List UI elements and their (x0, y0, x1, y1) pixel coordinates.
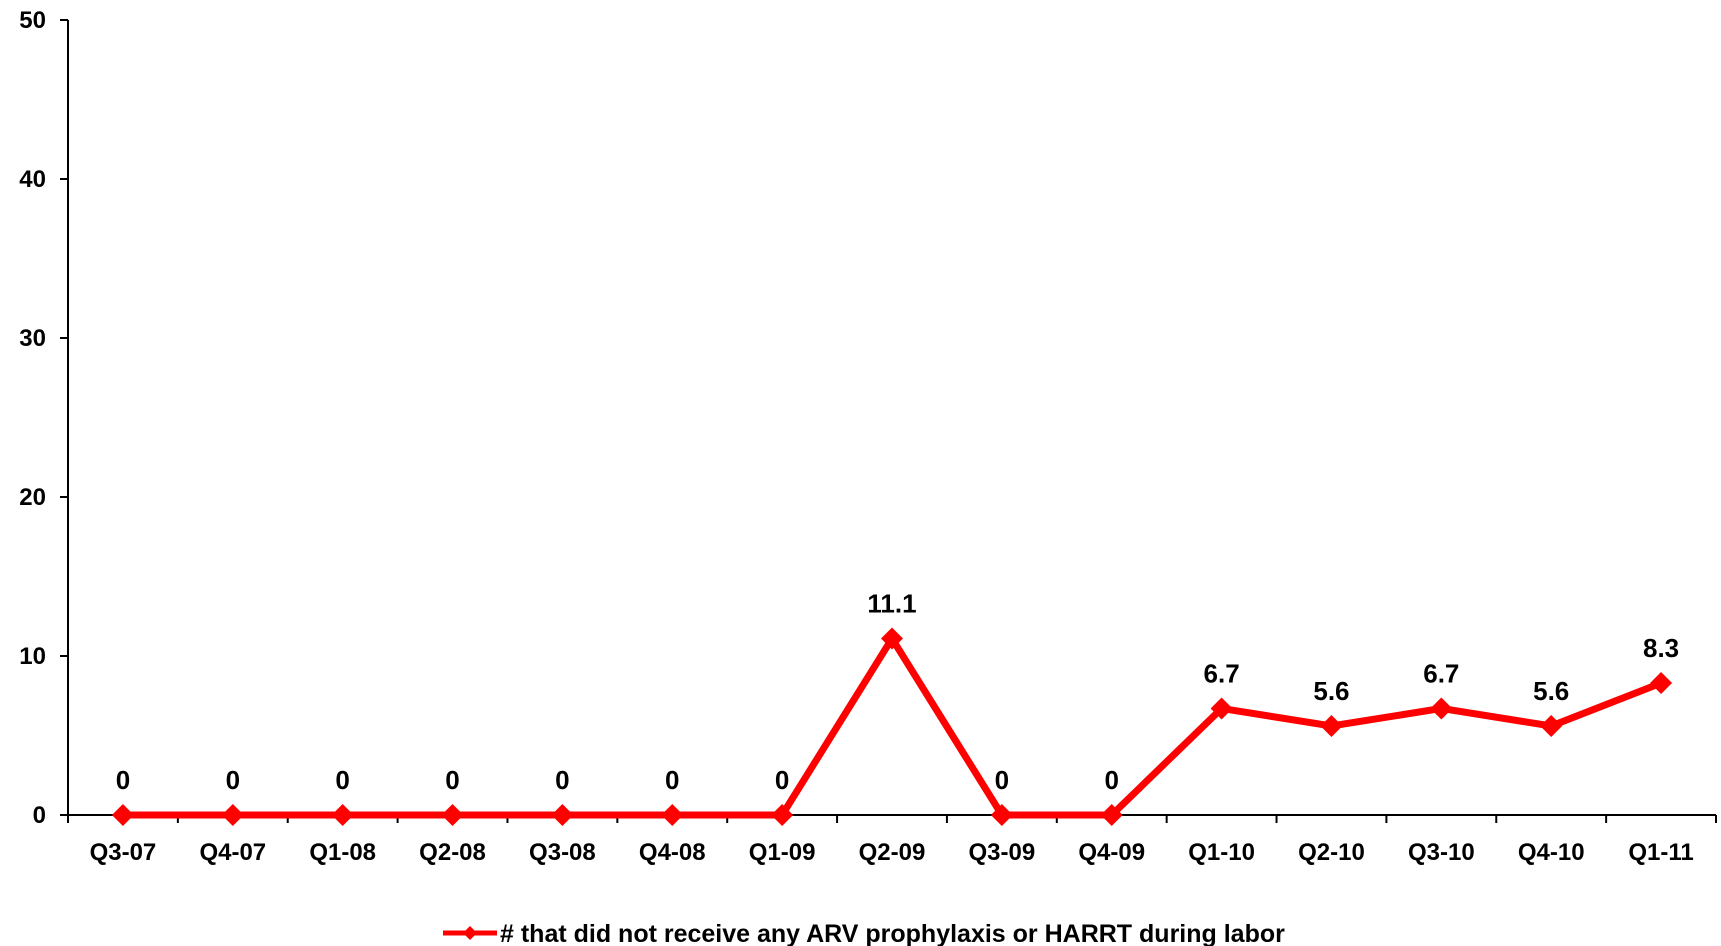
x-tick-label: Q4-07 (199, 839, 266, 866)
x-tick-label: Q3-10 (1408, 839, 1475, 866)
data-point-marker (990, 804, 1013, 826)
x-tick-label: Q4-09 (1078, 839, 1145, 866)
x-tick-label: Q1-11 (1628, 839, 1693, 866)
data-point-marker (331, 804, 354, 826)
data-point-marker (881, 627, 903, 650)
data-label: 6.7 (1423, 658, 1459, 688)
data-point-marker (771, 804, 794, 826)
data-point-marker (661, 804, 684, 826)
y-tick-label: 0 (33, 802, 46, 829)
y-tick-label: 10 (19, 643, 46, 670)
series-markers (111, 627, 1673, 826)
legend-label: # that did not receive any ARV prophylax… (500, 920, 1285, 946)
data-label: 6.7 (1204, 658, 1240, 688)
y-ticks: 0 10 20 30 40 50 (19, 7, 68, 829)
data-point-marker (1100, 804, 1123, 826)
x-tick-label: Q1-10 (1188, 839, 1255, 866)
data-point-marker (1650, 672, 1673, 695)
x-tick-label: Q1-08 (309, 839, 376, 866)
data-point-marker (551, 804, 574, 826)
data-point-marker (111, 804, 134, 826)
data-point-marker (1320, 714, 1343, 737)
x-tick-label: Q4-10 (1518, 839, 1585, 866)
data-point-marker (1210, 697, 1233, 720)
data-label: 8.3 (1643, 633, 1679, 663)
x-ticks: Q3-07 Q4-07 Q1-08 Q2-08 Q3-08 Q4-08 Q1-09 Q2-09… (67, 815, 1717, 866)
data-label: 0 (445, 765, 459, 795)
x-tick-label: Q2-10 (1298, 839, 1365, 866)
data-label: 0 (775, 765, 789, 795)
x-tick-label: Q1-09 (749, 839, 816, 866)
data-point-marker (441, 804, 464, 826)
data-label: 0 (1104, 765, 1118, 795)
y-tick-label: 50 (19, 7, 46, 34)
y-tick-label: 40 (19, 166, 46, 193)
x-tick-label: Q4-08 (639, 839, 706, 866)
y-tick-label: 20 (19, 484, 46, 511)
data-label: 5.6 (1533, 676, 1569, 706)
legend: # that did not receive any ARV prophylax… (443, 920, 1285, 946)
data-label: 0 (226, 765, 240, 795)
data-label: 0 (335, 765, 349, 795)
data-label: 0 (116, 765, 130, 795)
data-label: 0 (555, 765, 569, 795)
x-tick-label: Q3-07 (90, 839, 157, 866)
data-point-marker (1540, 714, 1563, 737)
x-tick-label: Q2-08 (419, 839, 486, 866)
data-label: 5.6 (1313, 676, 1349, 706)
x-tick-label: Q3-08 (529, 839, 596, 866)
data-label: 11.1 (867, 589, 916, 619)
data-label: 0 (665, 765, 679, 795)
data-point-marker (221, 804, 244, 826)
data-point-marker (1430, 697, 1453, 720)
x-tick-label: Q2-09 (859, 839, 926, 866)
data-label: 0 (995, 765, 1009, 795)
data-labels: 0 0 0 0 0 0 0 11.1 0 0 6.7 5.6 6.7 5.6 8.3 (116, 589, 1679, 795)
legend-diamond-icon (463, 926, 477, 940)
y-tick-label: 30 (19, 325, 46, 352)
x-tick-label: Q3-09 (969, 839, 1036, 866)
